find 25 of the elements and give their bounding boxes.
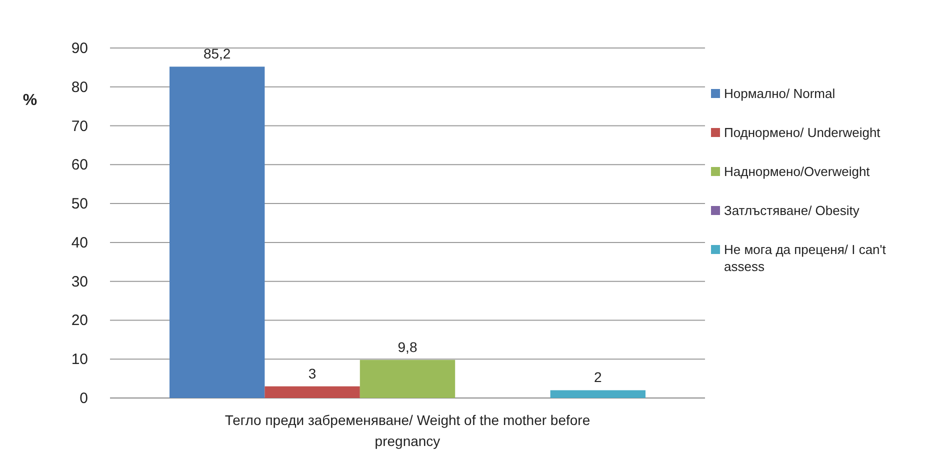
data-label: 85,2 xyxy=(203,46,231,62)
y-tick-label: 60 xyxy=(71,156,88,174)
data-label: 2 xyxy=(594,369,602,386)
y-tick-label: 80 xyxy=(71,78,88,96)
y-tick-label: 30 xyxy=(71,273,88,290)
legend-label: Поднормено/ Underweight xyxy=(724,125,881,140)
x-tick-label: Тегло преди забременяване/ Weight of the mother before pregnancy xyxy=(224,412,590,449)
data-label: 9,8 xyxy=(398,338,418,355)
y-tick-label: 70 xyxy=(71,118,88,135)
data-label: 3 xyxy=(308,365,316,382)
legend-label: Затлъстяване/ Obesity xyxy=(724,203,860,218)
y-tick-label: 0 xyxy=(80,390,88,407)
legend-label: Наднормено/Overweight xyxy=(724,164,870,179)
bar xyxy=(550,390,646,398)
y-tick-label: 50 xyxy=(71,196,88,213)
y-tick-label: 20 xyxy=(71,312,88,330)
y-tick-label: 40 xyxy=(71,234,88,252)
y-tick-label: 10 xyxy=(71,351,88,368)
y-axis-title: % xyxy=(22,92,38,109)
y-tick-label: 90 xyxy=(71,40,88,57)
legend-label: Нормално/ Normal xyxy=(724,86,836,101)
bar xyxy=(264,386,360,398)
bar xyxy=(170,66,265,398)
bar xyxy=(360,360,456,398)
legend-label: Не мога да преценя/ I can't assess xyxy=(724,242,886,274)
